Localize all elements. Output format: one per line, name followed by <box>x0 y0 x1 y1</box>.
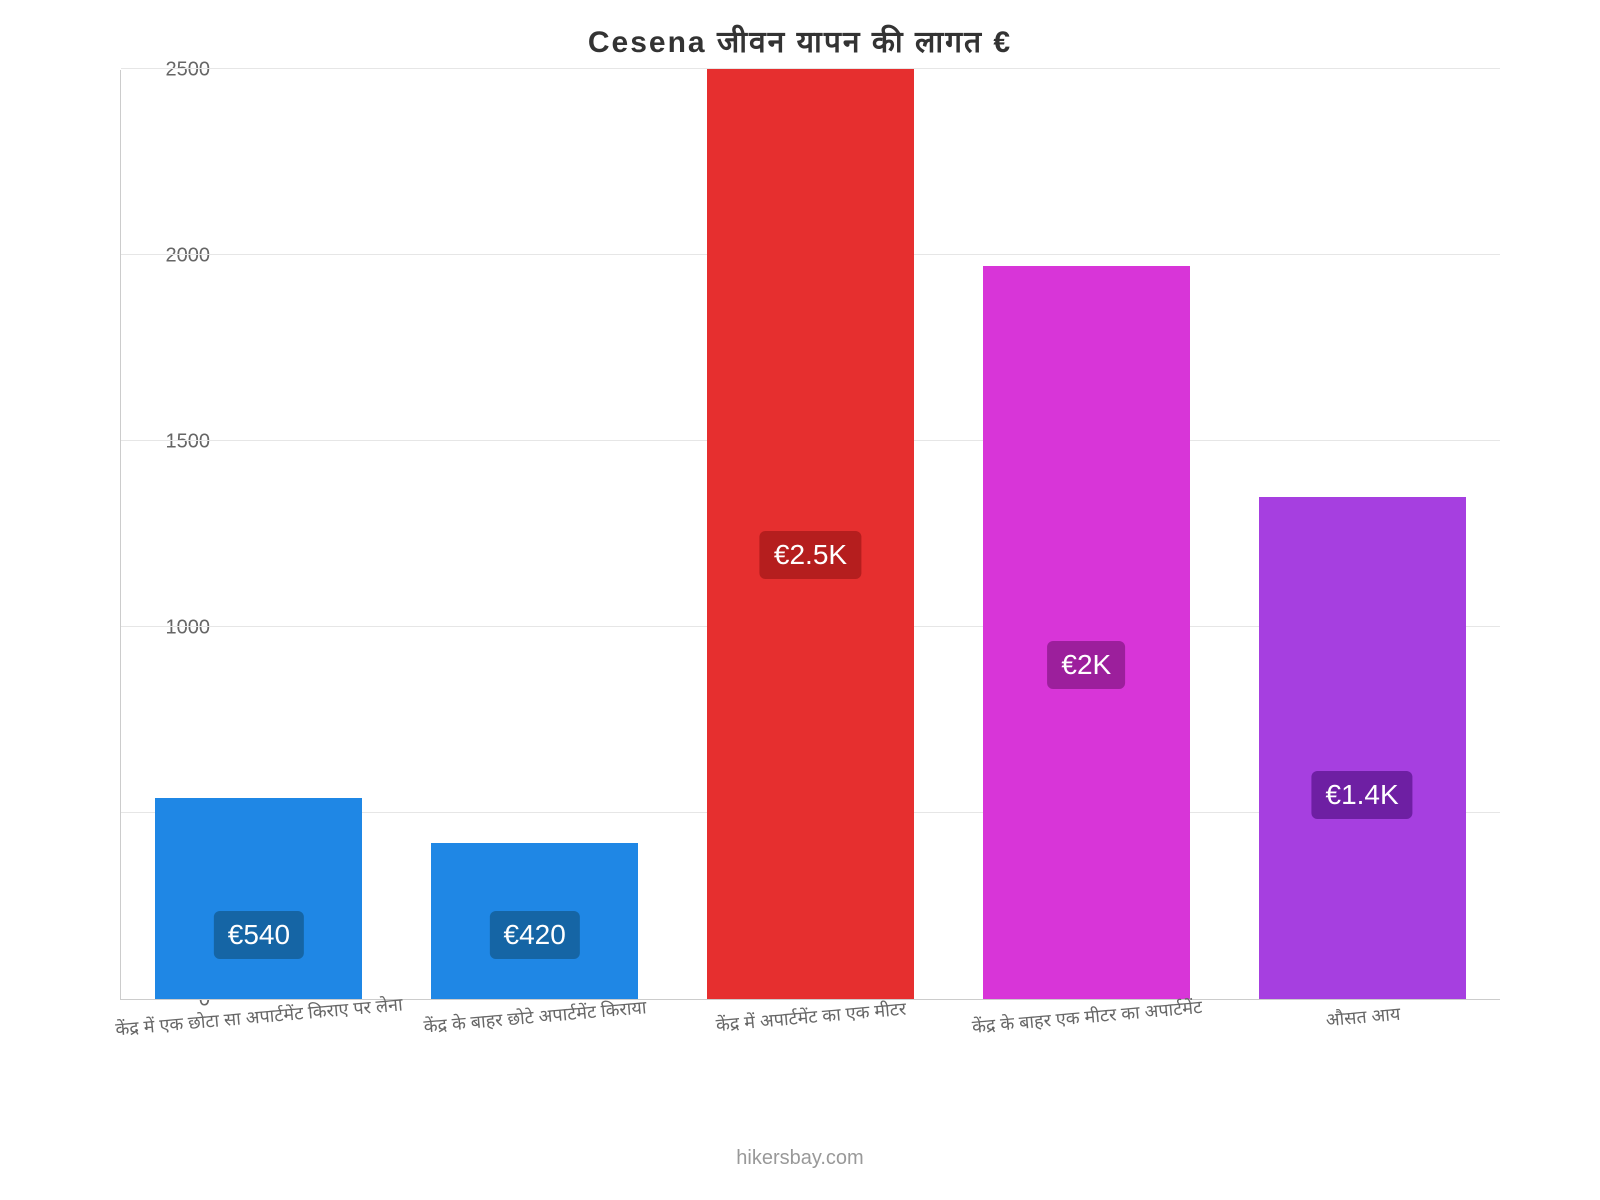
value-label: €420 <box>490 911 580 959</box>
x-labels: केंद्र में एक छोटा सा अपार्टमेंट किराए प… <box>120 1005 1500 1125</box>
x-label: औसत आय <box>1325 1002 1401 1032</box>
value-label: €1.4K <box>1311 771 1412 819</box>
value-label: €540 <box>214 911 304 959</box>
x-label: केंद्र के बाहर छोटे अपार्टमेंट किराया <box>423 995 648 1038</box>
bar-sqm-outside: €2K <box>983 266 1190 999</box>
x-label: केंद्र में अपार्टमेंट का एक मीटर <box>715 997 907 1038</box>
cost-of-living-chart: Cesena जीवन यापन की लागत € 0 500 1000 15… <box>0 0 1600 1200</box>
x-label: केंद्र के बाहर एक मीटर का अपार्टमेंट <box>971 995 1203 1039</box>
bars-container: €540 €420 €2.5K €2K €1.4K <box>121 70 1500 999</box>
chart-title: Cesena जीवन यापन की लागत € <box>0 20 1600 61</box>
attribution-text: hikersbay.com <box>0 1147 1600 1170</box>
plot-area: €540 €420 €2.5K €2K €1.4K <box>120 70 1500 1000</box>
bar-rent-small-outside: €420 <box>431 843 638 999</box>
bar-slot: €2.5K <box>673 70 949 999</box>
bar-slot: €420 <box>397 70 673 999</box>
bar-slot: €2K <box>948 70 1224 999</box>
bar-slot: €1.4K <box>1224 70 1500 999</box>
value-label: €2.5K <box>760 531 861 579</box>
bar-sqm-center: €2.5K <box>707 69 914 999</box>
value-label: €2K <box>1047 641 1125 689</box>
bar-slot: €540 <box>121 70 397 999</box>
bar-avg-income: €1.4K <box>1259 497 1466 999</box>
bar-rent-small-center: €540 <box>155 798 362 999</box>
